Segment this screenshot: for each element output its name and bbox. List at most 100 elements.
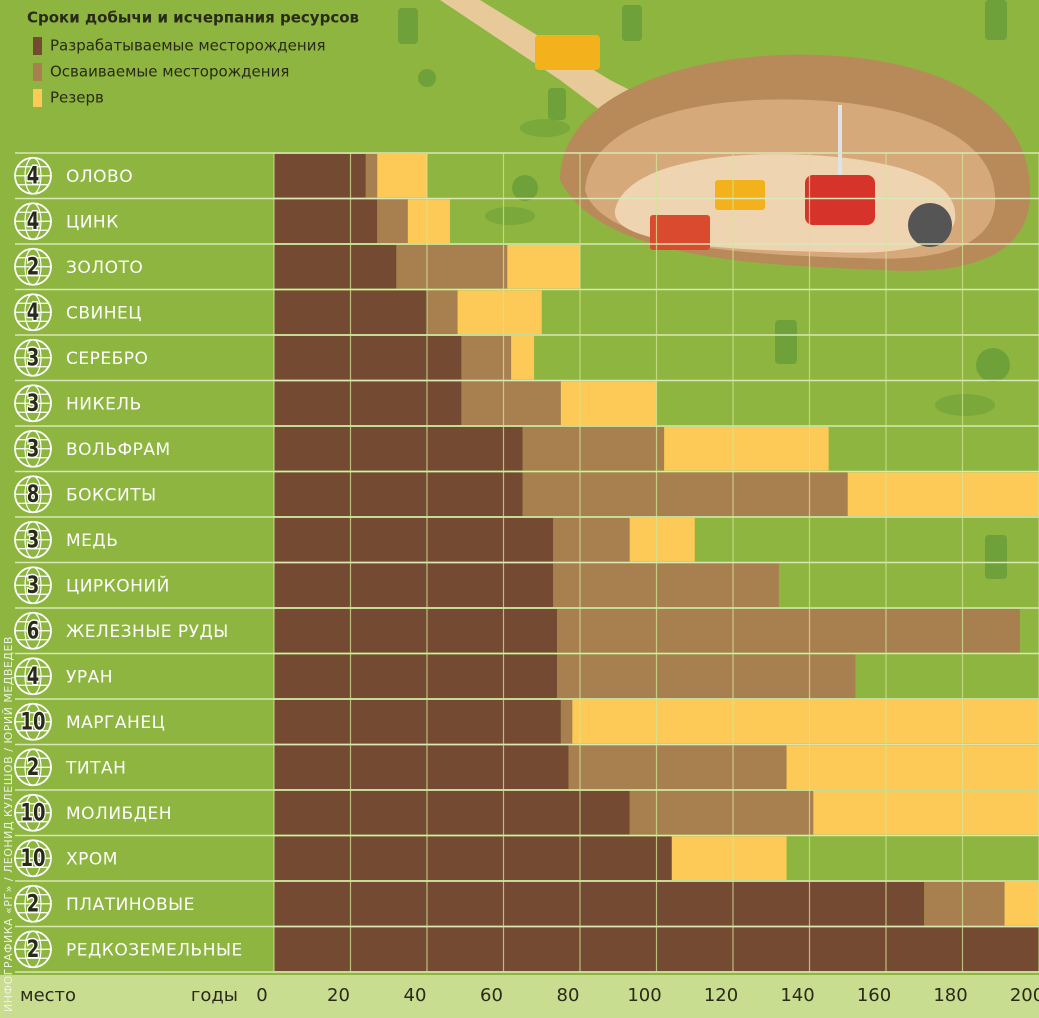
bar-segment <box>274 837 672 881</box>
bar-segment <box>396 245 507 289</box>
bar-segment <box>813 791 1039 835</box>
legend-label: Осваиваемые месторождения <box>50 63 289 81</box>
bar-segment <box>377 200 408 244</box>
bar-segment <box>274 154 366 198</box>
rank: 2 <box>27 890 40 918</box>
category-label: НИКЕЛЬ <box>66 394 142 414</box>
category-label: ЗОЛОТО <box>66 258 143 278</box>
rank: 10 <box>20 708 45 736</box>
category-label: ПЛАТИНОВЫЕ <box>66 895 195 915</box>
bar-segment <box>274 700 561 744</box>
rank-badge: 4 <box>15 658 51 694</box>
rank: 4 <box>27 299 40 327</box>
category-label: ВОЛЬФРАМ <box>66 440 171 460</box>
rank: 8 <box>27 481 40 509</box>
rank-badge: 6 <box>15 613 51 649</box>
rank: 10 <box>20 799 45 827</box>
bar-segment <box>630 791 814 835</box>
x-tick-label: 160 <box>857 985 891 1006</box>
rank-badge: 2 <box>15 249 51 285</box>
rank: 4 <box>27 162 40 190</box>
x-tick-label: 140 <box>780 985 814 1006</box>
chart: Сроки добычи и исчерпания ресурсов место… <box>0 0 1039 1018</box>
bar-segment <box>458 291 542 335</box>
bar-segment <box>672 837 787 881</box>
rank: 3 <box>27 344 40 372</box>
rank: 6 <box>27 617 40 645</box>
bar-segment <box>408 200 450 244</box>
legend-swatch <box>33 37 42 55</box>
rank-badge: 10 <box>15 795 51 831</box>
bar-segment <box>377 154 427 198</box>
rank: 10 <box>20 845 45 873</box>
rank-header: место <box>20 985 76 1006</box>
bar-segment <box>523 427 665 471</box>
rank-badge: 2 <box>15 931 51 967</box>
category-label: МЕДЬ <box>66 531 118 551</box>
rank: 4 <box>27 208 40 236</box>
bar-segment <box>1005 882 1039 926</box>
bar-segment <box>274 655 557 699</box>
x-tick-label: 60 <box>480 985 503 1006</box>
rank-badge: 3 <box>15 385 51 421</box>
bar-segment <box>427 291 458 335</box>
rank: 2 <box>27 936 40 964</box>
category-label: ТИТАН <box>65 758 126 778</box>
bar-segment <box>366 154 377 198</box>
bar-segment <box>561 382 657 426</box>
rank-badge: 10 <box>15 704 51 740</box>
bar-segment <box>630 518 695 562</box>
bar-segment <box>274 609 557 653</box>
x-axis-label: годы <box>191 985 238 1006</box>
bar-segment <box>572 700 1039 744</box>
x-tick-label: 0 <box>256 985 267 1006</box>
rank: 4 <box>27 663 40 691</box>
x-tick-label: 180 <box>933 985 967 1006</box>
bar-segment <box>274 564 553 608</box>
category-label: СВИНЕЦ <box>66 303 142 323</box>
rank: 2 <box>27 253 40 281</box>
credit: ИНФОГРАФИКА «РГ» / ЛЕОНИД КУЛЕШОВ / ЮРИЙ… <box>2 636 15 1012</box>
bar-segment <box>569 746 787 790</box>
bar-segment <box>553 564 779 608</box>
category-label: ЖЕЛЕЗНЫЕ РУДЫ <box>66 622 229 642</box>
category-label: МОЛИБДЕН <box>66 804 172 824</box>
category-label: ОЛОВО <box>66 167 133 187</box>
chart-title: Сроки добычи и исчерпания ресурсов <box>27 9 359 27</box>
bar-segment <box>664 427 828 471</box>
rank-badge: 10 <box>15 840 51 876</box>
bar-segment <box>507 245 580 289</box>
bar-segment <box>274 382 461 426</box>
bar-segment <box>274 518 553 562</box>
category-label: УРАН <box>66 667 113 687</box>
category-label: РЕДКОЗЕМЕЛЬНЫЕ <box>66 940 243 960</box>
legend-swatch <box>33 63 42 81</box>
x-tick-label: 40 <box>404 985 427 1006</box>
bar-segment <box>553 518 630 562</box>
bar-segment <box>561 700 572 744</box>
bar-segment <box>848 473 1039 517</box>
bar-segment <box>274 200 377 244</box>
bar-segment <box>557 609 1020 653</box>
x-tick-label: 100 <box>627 985 661 1006</box>
rank-badge: 4 <box>15 203 51 239</box>
x-tick-label: 120 <box>704 985 738 1006</box>
rank: 3 <box>27 390 40 418</box>
x-tick-label: 80 <box>557 985 580 1006</box>
rank-badge: 3 <box>15 431 51 467</box>
bar-segment <box>274 245 396 289</box>
bar-segment <box>274 336 461 380</box>
category-label: СЕРЕБРО <box>66 349 148 369</box>
legend-swatch <box>33 89 42 107</box>
bar-segment <box>274 427 523 471</box>
category-label: ХРОМ <box>66 849 118 869</box>
category-label: МАРГАНЕЦ <box>66 713 165 733</box>
rank-badge: 3 <box>15 340 51 376</box>
category-label: ЦИНК <box>66 212 119 232</box>
category-label: ЦИРКОНИЙ <box>66 574 170 596</box>
rank: 3 <box>27 572 40 600</box>
bar-segment <box>274 746 569 790</box>
bar-segment <box>274 791 630 835</box>
bar-segment <box>274 473 523 517</box>
x-tick-label: 20 <box>327 985 350 1006</box>
